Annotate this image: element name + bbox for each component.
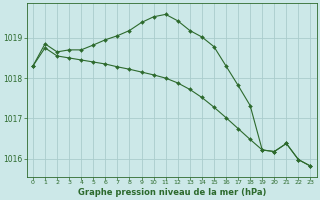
X-axis label: Graphe pression niveau de la mer (hPa): Graphe pression niveau de la mer (hPa) (77, 188, 266, 197)
